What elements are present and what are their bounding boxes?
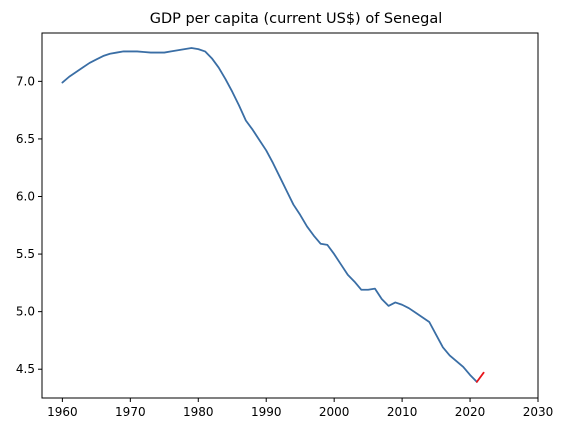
x-axis: 1960 1970 1980 1990 2000 2010 2020 2030 — [47, 398, 553, 419]
plot-frame — [41, 32, 539, 399]
x-tick-label: 2000 — [319, 405, 350, 419]
x-tick-label: 2010 — [387, 405, 418, 419]
chart-title: GDP per capita (current US$) of Senegal — [150, 11, 443, 27]
y-tick-label: 6.0 — [16, 190, 35, 204]
y-tick-label: 4.5 — [16, 362, 35, 376]
y-tick-label: 6.5 — [16, 132, 35, 146]
x-tick-label: 1960 — [47, 405, 78, 419]
plot-lines — [61, 47, 485, 383]
x-tick-label: 2020 — [455, 405, 486, 419]
series-line-0 — [61, 47, 478, 383]
y-tick-label: 5.0 — [16, 305, 35, 319]
y-tick-label: 7.0 — [16, 74, 35, 88]
x-tick-label: 1970 — [115, 405, 146, 419]
x-tick-label: 1980 — [183, 405, 214, 419]
x-tick-label: 2030 — [523, 405, 554, 419]
y-tick-label: 5.5 — [16, 247, 35, 261]
x-tick-label: 1990 — [251, 405, 282, 419]
series-line-1 — [475, 371, 485, 383]
y-axis: 4.5 5.0 5.5 6.0 6.5 7.0 — [16, 74, 42, 376]
